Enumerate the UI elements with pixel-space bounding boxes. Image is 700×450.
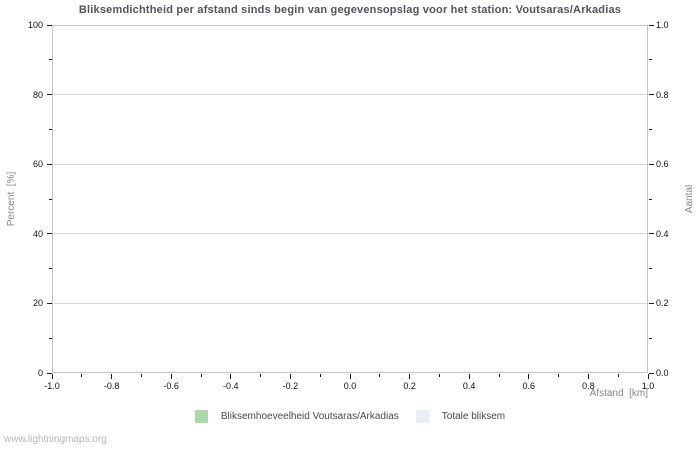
chart-title: Bliksemdichtheid per afstand sinds begin… — [78, 4, 622, 16]
legend-item: Bliksemhoeveelheid Voutsaras/Arkadias — [194, 410, 399, 423]
legend-swatch — [194, 410, 208, 423]
x-minor-tick — [438, 374, 440, 377]
x-minor-tick — [319, 374, 321, 377]
y-right-tick-label: 1.0 — [656, 20, 669, 30]
x-tick-label: -0.6 — [163, 381, 179, 391]
y-left-tick-label: 60 — [32, 159, 43, 170]
legend-item: Totale bliksem — [415, 410, 506, 423]
y-left-tick — [47, 302, 52, 304]
x-tick — [170, 374, 172, 379]
x-tick — [647, 374, 649, 379]
x-tick — [528, 374, 530, 379]
y-right-minor-tick — [649, 128, 652, 130]
y-right-minor-tick — [649, 268, 652, 270]
x-minor-tick — [379, 374, 381, 377]
y-left-minor-tick — [49, 337, 52, 339]
y-left-tick — [47, 372, 52, 374]
x-tick-label: 1.0 — [641, 381, 655, 391]
x-tick — [468, 374, 470, 379]
y-left-tick-label: 0 — [37, 368, 43, 378]
y-gridline — [53, 94, 647, 96]
y-left-minor-tick — [49, 268, 52, 270]
y-right-tick-label: 0.8 — [656, 89, 669, 100]
y-left-tick — [47, 163, 52, 165]
y-right-tick — [649, 233, 654, 235]
x-tick-label: -0.2 — [282, 381, 299, 391]
y-right-tick — [649, 163, 654, 165]
x-minor-tick — [558, 374, 560, 377]
y-right-minor-tick — [649, 59, 652, 61]
y-gridline — [53, 302, 647, 304]
x-axis-title: Afstand [km] — [589, 388, 648, 399]
legend-swatch — [415, 410, 429, 423]
x-tick-label: -0.4 — [223, 381, 239, 391]
x-tick-label: 0.4 — [462, 381, 476, 391]
legend-label: Totale bliksem — [441, 411, 506, 422]
y-left-tick — [47, 24, 52, 26]
y-gridline — [53, 163, 647, 165]
y-right-tick — [649, 302, 654, 304]
x-minor-tick — [498, 374, 500, 377]
x-minor-tick — [617, 374, 619, 377]
x-minor-tick — [260, 374, 262, 377]
y-right-tick-label: 0.4 — [656, 228, 669, 239]
y-right-tick — [649, 24, 654, 26]
x-minor-tick — [200, 374, 202, 377]
y-left-tick-label: 100 — [27, 20, 43, 30]
y-right-tick-label: 0.0 — [656, 368, 669, 378]
y-gridline — [53, 233, 647, 235]
y-right-tick-label: 0.6 — [656, 159, 669, 170]
y-left-minor-tick — [49, 59, 52, 61]
y-left-tick-label: 40 — [32, 228, 43, 239]
y-axis-right-title: Aantal — [684, 184, 695, 214]
y-left-minor-tick — [49, 128, 52, 130]
x-tick — [349, 374, 351, 379]
x-tick — [289, 374, 291, 379]
watermark-url: www.lightningmaps.org — [4, 434, 107, 445]
x-tick — [230, 374, 232, 379]
x-minor-tick — [140, 374, 142, 377]
x-tick-label: 0.6 — [522, 381, 536, 391]
plot-area — [52, 25, 648, 373]
y-left-tick-label: 20 — [32, 298, 43, 309]
x-tick-label: -1.0 — [44, 381, 60, 391]
y-left-tick — [47, 233, 52, 235]
x-tick — [51, 374, 53, 379]
legend-label: Bliksemhoeveelheid Voutsaras/Arkadias — [220, 411, 399, 422]
y-right-tick — [649, 94, 654, 96]
x-tick-label: 0.8 — [582, 381, 595, 391]
y-left-tick-label: 80 — [32, 89, 43, 100]
x-tick-label: -0.8 — [103, 381, 120, 391]
y-right-minor-tick — [649, 337, 652, 339]
x-tick — [587, 374, 589, 379]
y-left-tick — [47, 94, 52, 96]
y-left-minor-tick — [49, 198, 52, 200]
y-right-minor-tick — [649, 198, 652, 200]
x-minor-tick — [81, 374, 83, 377]
y-right-tick — [649, 372, 654, 374]
y-right-tick-label: 0.2 — [656, 298, 669, 309]
x-tick-label: 0.2 — [403, 381, 416, 391]
legend: Bliksemhoeveelheid Voutsaras/Arkadias To… — [0, 410, 700, 423]
x-tick — [409, 374, 411, 379]
y-axis-left-title: Percent [%] — [6, 171, 17, 227]
x-tick — [111, 374, 113, 379]
x-tick-label: 0.0 — [343, 381, 357, 391]
